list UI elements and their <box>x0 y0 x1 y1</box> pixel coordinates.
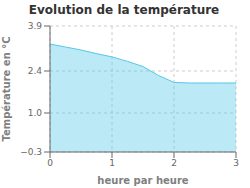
svg-text:1.0: 1.0 <box>28 108 43 118</box>
html-text:Evolution de la température: Evolution de la température <box>28 3 220 17</box>
svg-text:3.9: 3.9 <box>28 21 43 31</box>
svg-text:0: 0 <box>47 158 53 168</box>
svg-text:−0.3: −0.3 <box>20 147 42 157</box>
svg-text:heure par heure: heure par heure <box>97 175 188 186</box>
svg-text:1: 1 <box>109 158 115 168</box>
svg-text:2: 2 <box>171 158 177 168</box>
svg-text:2.4: 2.4 <box>28 66 43 76</box>
svg-text:3: 3 <box>233 158 239 168</box>
svg-text:Température en °C: Température en °C <box>1 36 12 141</box>
